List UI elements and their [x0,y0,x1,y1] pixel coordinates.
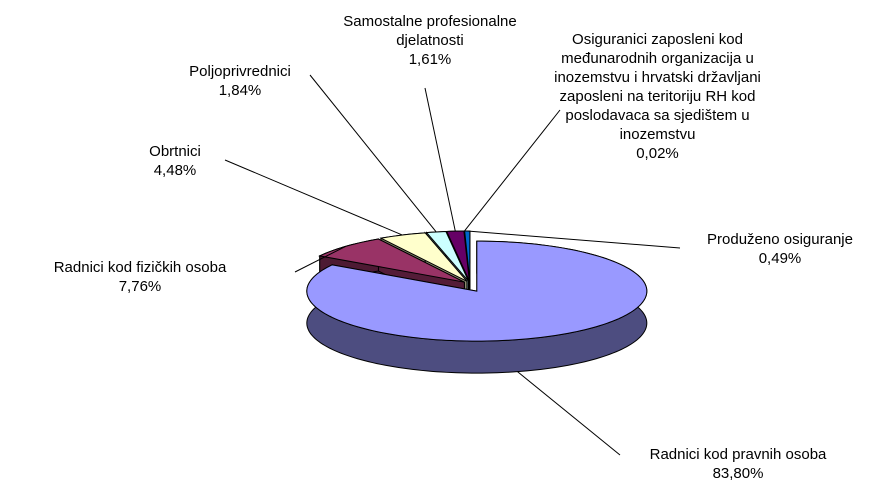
slice-label: Osiguranici zaposleni kod međunarodnih o… [535,30,780,163]
label-value: 0,02% [636,145,679,162]
leader-line [224,159,403,236]
label-value: 7,76% [118,278,162,295]
label-value: 4,48% [153,162,197,179]
slice-label: Radnici kod fizičkih osoba 7,76% [0,258,280,296]
label-name: Obrtnici [149,143,201,160]
label-value: 83,80% [712,465,764,482]
leader-line [424,87,456,232]
slice-label: Radnici kod pravnih osoba 83,80% [618,445,858,483]
label-name: Osiguranici zaposleni kod međunarodnih o… [554,31,761,143]
label-value: 0,49% [758,250,802,267]
leader-line [517,371,621,456]
label-value: 1,61% [408,51,452,68]
leader-line [309,74,437,233]
label-name: Poljoprivrednici [189,63,291,80]
label-value: 1,84% [218,82,262,99]
leader-line [467,230,681,249]
label-name: Produženo osiguranje [707,231,853,248]
slice-label: Samostalne profesionalne djelatnosti 1,61… [315,12,545,69]
slice-label: Poljoprivrednici 1,84% [165,62,315,100]
slice [318,238,465,283]
label-name: Samostalne profesionalne djelatnosti [343,13,517,49]
slice-label: Produženo osiguranje 0,49% [680,230,873,268]
slice [306,240,648,342]
label-name: Radnici kod fizičkih osoba [53,259,227,276]
leader-line [294,245,346,273]
slice-label: Obrtnici 4,48% [125,142,225,180]
label-name: Radnici kod pravnih osoba [649,446,827,463]
leader-line [464,109,561,232]
